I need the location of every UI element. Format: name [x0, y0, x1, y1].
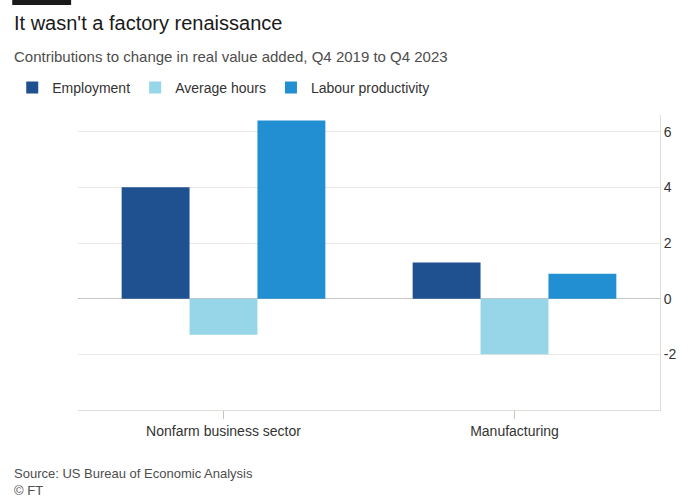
svg-text:-2: -2: [664, 346, 677, 362]
svg-text:6: 6: [664, 124, 672, 140]
svg-text:Labour productivity: Labour productivity: [311, 80, 429, 96]
svg-text:2: 2: [664, 235, 672, 251]
svg-text:It wasn't a factory renaissanc: It wasn't a factory renaissance: [14, 12, 282, 34]
svg-text:Nonfarm business sector: Nonfarm business sector: [146, 423, 301, 439]
svg-text:Average hours: Average hours: [175, 80, 266, 96]
svg-text:Manufacturing: Manufacturing: [470, 423, 559, 439]
svg-text:Employment: Employment: [52, 80, 130, 96]
svg-text:Contributions to change in rea: Contributions to change in real value ad…: [14, 48, 448, 65]
svg-text:Source: US Bureau of Economic: Source: US Bureau of Economic Analysis: [14, 466, 253, 481]
svg-text:© FT: © FT: [14, 483, 43, 498]
svg-text:4: 4: [664, 179, 672, 195]
svg-text:0: 0: [664, 291, 672, 307]
